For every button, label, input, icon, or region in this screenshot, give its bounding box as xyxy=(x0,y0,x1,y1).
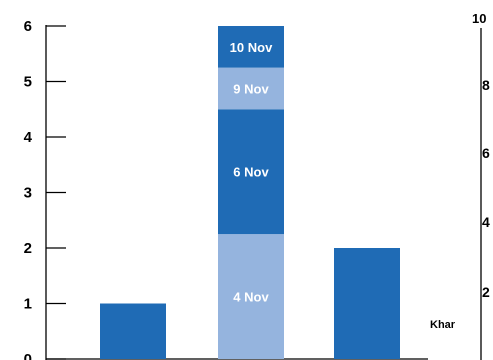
bar-segment-label: 6 Nov xyxy=(233,165,269,180)
bar-segment xyxy=(218,234,284,359)
y-tick-label: 0 xyxy=(24,351,32,360)
chart-bars xyxy=(100,26,400,359)
second-y-tick-label: 8 xyxy=(482,77,490,93)
y-tick-label: 4 xyxy=(24,129,33,146)
y-tick-label: 3 xyxy=(24,185,32,202)
bar-segment-label: 10 Nov xyxy=(230,40,273,55)
y-tick-label: 1 xyxy=(24,296,32,313)
second-y-tick-label: 2 xyxy=(482,284,490,300)
y-tick-label: 6 xyxy=(24,18,32,35)
bar-segment-label: 4 Nov xyxy=(233,290,269,305)
bar-segment xyxy=(218,67,284,110)
second-y-tick-label: 4 xyxy=(482,214,490,230)
y-tick-label: 5 xyxy=(24,74,32,91)
second-y-tick-label: 6 xyxy=(482,145,490,161)
bar-segment xyxy=(100,303,166,359)
bar-segment xyxy=(334,248,400,359)
bar-segment-label: 9 Nov xyxy=(233,81,269,96)
bar-segment xyxy=(218,26,284,68)
y-tick-label: 2 xyxy=(24,240,32,257)
clipped-second-chart: 2 4 6 8 10 Khar xyxy=(430,11,490,360)
bar-segment xyxy=(218,109,284,235)
chart-segment-labels: 4 Nov 6 Nov 9 Nov 10 Nov xyxy=(230,40,273,305)
second-y-tick-label: 10 xyxy=(472,11,486,26)
second-category-label-fragment: Khar xyxy=(430,319,456,331)
